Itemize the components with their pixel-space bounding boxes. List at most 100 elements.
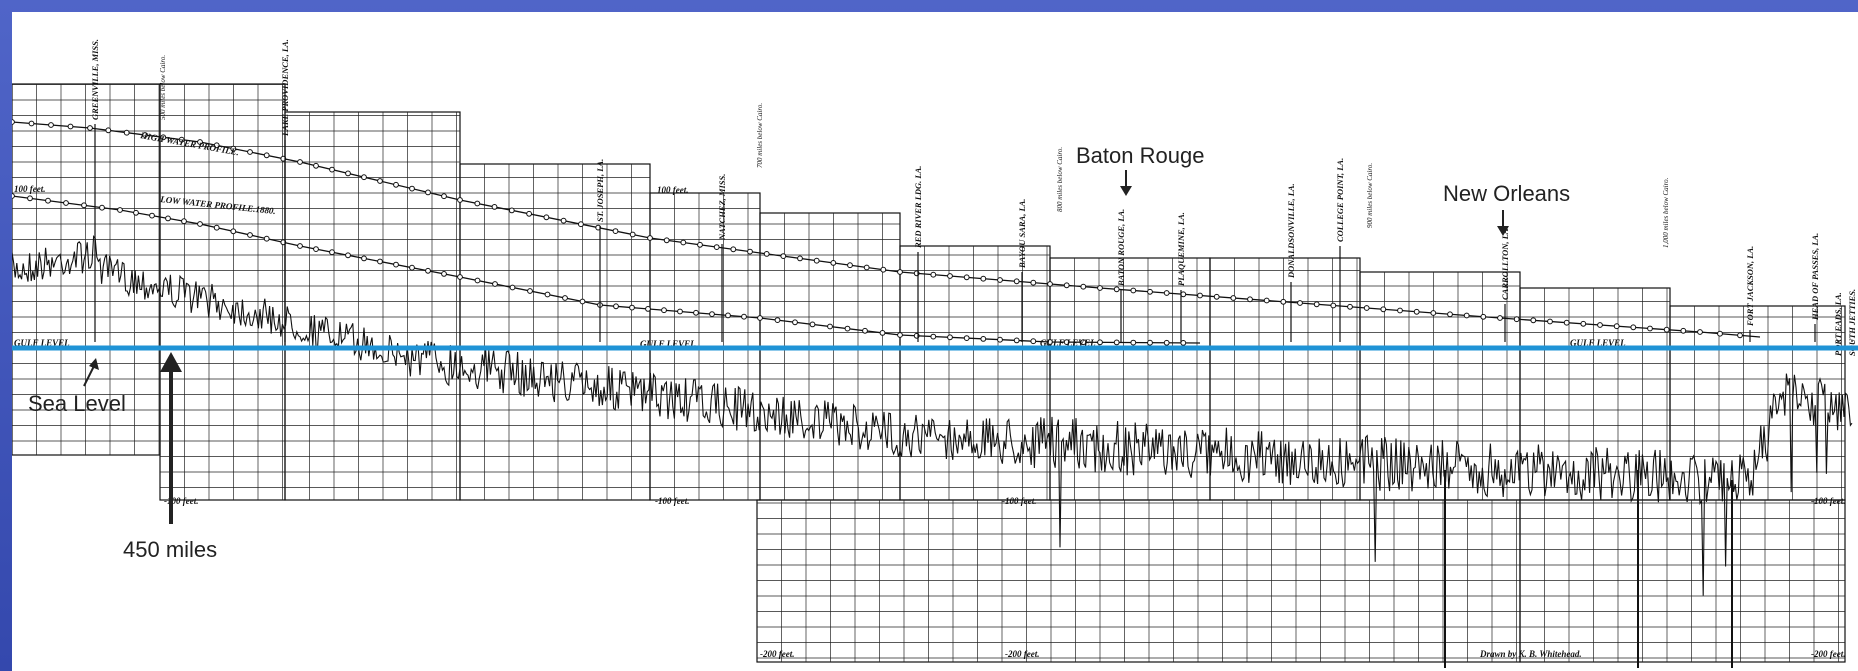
low-water-profile-point	[757, 315, 763, 321]
low-water-profile-point	[1063, 339, 1070, 346]
high-water-profile-point	[1697, 329, 1703, 335]
low-water-profile-point	[329, 249, 335, 256]
town-name: RED RIVER LDG. LA.	[913, 166, 923, 249]
high-water-profile-point	[160, 134, 167, 141]
high-water-profile-point	[647, 235, 653, 241]
grid-outline	[1669, 305, 1846, 501]
high-water-profile-point	[393, 181, 399, 188]
high-water-profile-point	[713, 244, 720, 251]
low-water-profile-point	[827, 323, 833, 330]
high-water-profile-point	[1597, 322, 1603, 328]
high-water-profile-point	[560, 217, 567, 224]
town-marker: GREENVILLE, MISS.	[90, 39, 100, 342]
high-water-profile-point	[1413, 308, 1420, 315]
high-water-profile-point	[1147, 288, 1153, 295]
mile-marker: 800 miles below Cairo.	[1056, 147, 1064, 212]
low-water-profile-point	[474, 277, 481, 284]
low-water-profile-point	[527, 288, 533, 294]
low-water-profile-point	[165, 215, 171, 222]
grid-block	[459, 163, 651, 501]
low-water-profile-point	[345, 252, 351, 259]
low-water-profile-point	[947, 334, 953, 341]
town-marker: PORT EADS, LA.	[1833, 292, 1843, 356]
low-water-profile-point	[741, 313, 747, 320]
depth-label: -100 feet.	[1002, 496, 1036, 506]
town-marker: FORT JACKSON, LA.	[1745, 246, 1755, 342]
low-water-profile-point	[792, 319, 798, 326]
town-name: SOUTH JETTIES.	[1847, 289, 1857, 356]
river-profile-figure: GREENVILLE, MISS. LAKE PROVIDENCE, LA. ST.…	[12, 12, 1858, 671]
mile-marker: 1,000 miles below Cairo.	[1662, 177, 1670, 248]
low-water-profile-point	[1180, 340, 1187, 346]
high-water-profile-point	[12, 119, 15, 125]
low-water-profile-point	[457, 274, 463, 280]
high-water-profile-point	[1330, 302, 1337, 309]
high-water-profile-point	[963, 274, 970, 281]
high-water-profile-point	[1163, 290, 1170, 296]
town-name: BAYOU SARA, LA.	[1017, 199, 1027, 269]
town-marker: SOUTH JETTIES.	[1847, 289, 1857, 356]
town-name: CARROLLTON, LA.	[1500, 226, 1510, 300]
high-water-profile-line	[12, 121, 1761, 338]
low-water-profile-point	[544, 291, 551, 298]
high-water-profile-point	[213, 142, 220, 149]
low-water-profile-point	[263, 235, 270, 242]
high-water-profile-point	[345, 170, 351, 177]
grid-outline	[1519, 499, 1846, 663]
grid-outline	[899, 245, 1051, 501]
depth-label: -200 feet.	[1005, 649, 1039, 659]
town-name: FORT JACKSON, LA.	[1745, 246, 1755, 327]
high-water-profile-point	[680, 239, 687, 246]
low-water-profile-point	[693, 309, 699, 316]
depth-label: -200 feet.	[1811, 649, 1845, 659]
high-water-profile-point	[1213, 293, 1220, 300]
high-water-profile-point	[930, 271, 937, 278]
high-water-profile-point	[230, 145, 237, 152]
low-water-profile-point	[1047, 339, 1053, 345]
town-marker: NATCHEZ, MISS.	[717, 174, 727, 342]
high-water-profile-point	[123, 129, 130, 136]
high-water-profile-point	[1063, 282, 1070, 289]
high-water-profile-point	[997, 277, 1003, 283]
low-water-profile-point	[562, 295, 568, 301]
low-water-profile-point	[393, 261, 399, 268]
high-water-profile-point	[813, 257, 820, 264]
high-water-profile-point	[409, 185, 415, 192]
high-water-profile-point	[247, 149, 253, 155]
low-water-profile-point	[1013, 337, 1020, 344]
high-water-profile-point	[87, 125, 93, 131]
high-water-profile-point	[1263, 297, 1270, 304]
grid-block	[756, 499, 1521, 663]
grid-block	[899, 245, 1051, 501]
high-water-profile-point	[947, 273, 953, 279]
water-profiles	[12, 119, 1761, 346]
high-water-profile-point	[1430, 310, 1437, 316]
high-water-profile-point	[508, 207, 515, 214]
high-water-profile-point	[1647, 325, 1653, 332]
town-name: LAKE PROVIDENCE, LA.	[280, 39, 290, 137]
depth-label: -200 feet.	[760, 649, 794, 659]
low-water-profile-point	[725, 312, 731, 319]
high-water-profile-point	[763, 251, 770, 257]
town-marker: BAYOU SARA, LA.	[1017, 199, 1027, 342]
mile-marker: 500 miles below Cairo.	[159, 55, 167, 120]
high-water-profile-point	[1530, 317, 1537, 324]
low-water-profile-point	[509, 284, 516, 291]
low-water-profile-point	[897, 332, 903, 338]
high-water-profile-point	[1397, 307, 1403, 314]
high-water-profile-point	[830, 260, 837, 266]
mile-marker: 900 miles below Cairo.	[1366, 163, 1374, 228]
distance-450-arrow-icon	[160, 352, 182, 524]
high-water-profile-point	[663, 237, 670, 244]
grid-outline	[756, 499, 1521, 663]
low-water-profile-point	[677, 308, 683, 315]
high-water-profile-point	[1280, 298, 1287, 305]
town-marker: LAKE PROVIDENCE, LA.	[280, 39, 290, 342]
high-water-profile-point	[1130, 287, 1137, 294]
low-water-profile-point	[297, 243, 303, 249]
high-water-profile-point	[797, 255, 803, 262]
low-water-profile-point	[774, 317, 781, 324]
high-water-profile-point	[1513, 316, 1520, 323]
river-bed-line	[12, 235, 1853, 596]
town-marker: BATON ROUGE, LA.	[1116, 209, 1126, 342]
